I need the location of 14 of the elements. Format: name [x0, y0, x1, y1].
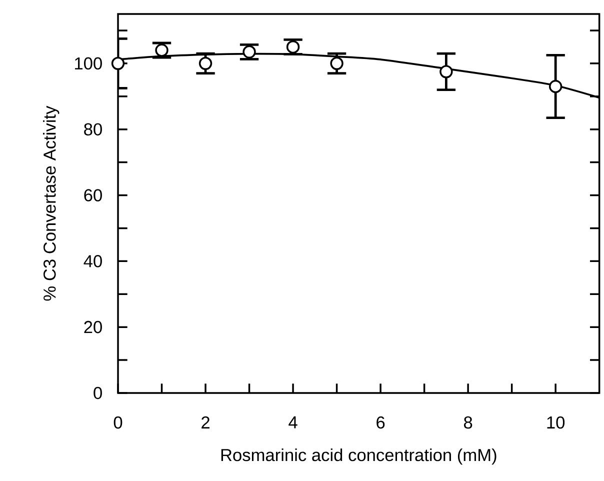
- x-tick-label: 8: [464, 416, 472, 429]
- x-tick-label: 2: [202, 416, 210, 428]
- y-tick-label: 0: [94, 386, 102, 400]
- x-tick-label: 0: [114, 416, 122, 429]
- x-tick-label: 10: [547, 416, 565, 429]
- y-tick-label: 100: [75, 57, 102, 70]
- x-tick-label: 6: [376, 416, 385, 429]
- y-tick-label: 60: [84, 189, 102, 202]
- y-axis-title: % C3 Convertase Activity: [43, 106, 60, 301]
- x-axis-title: Rosmarinic acid concentration (mM): [221, 448, 496, 465]
- y-tick-label: 40: [84, 255, 102, 268]
- x-tick-label: 4: [288, 416, 298, 428]
- y-tick-label: 80: [84, 123, 102, 136]
- y-tick-label: 20: [84, 320, 102, 334]
